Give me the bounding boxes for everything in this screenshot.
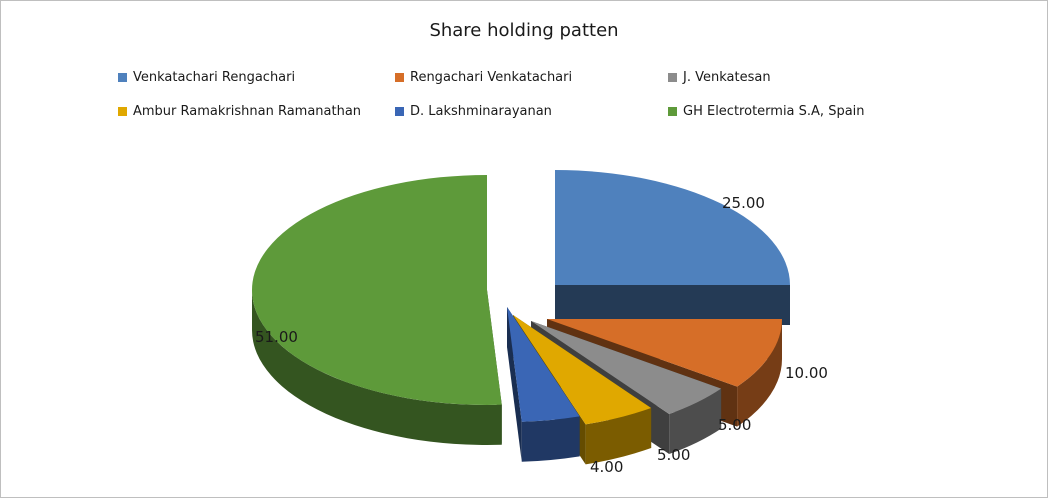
- data-label: 10.00: [785, 364, 828, 382]
- chart-title: Share holding patten: [429, 20, 619, 41]
- legend-item: Venkatachari Rengachari: [118, 70, 295, 85]
- legend-label: Venkatachari Rengachari: [133, 70, 296, 85]
- legend-item: GH Electrotermia S.A, Spain: [668, 104, 865, 119]
- legend-label: D. Lakshminarayanan: [410, 104, 552, 119]
- pie-slice: [513, 315, 652, 425]
- data-label: 25.00: [722, 194, 765, 212]
- pie-slice-wall: [737, 319, 782, 427]
- pie-slice: [507, 307, 580, 422]
- legend-label: J. Venkatesan: [683, 70, 771, 85]
- pie-slice-wall: [252, 290, 502, 445]
- pie-slice: [555, 170, 790, 285]
- data-label: 5.00: [718, 416, 751, 434]
- data-label: 4.00: [590, 458, 623, 476]
- legend-label: Ambur Ramakrishnan Ramanathan: [133, 104, 362, 119]
- data-label: 5.00: [657, 446, 690, 464]
- legend-swatch: [668, 107, 677, 116]
- pie-slice: [531, 321, 722, 415]
- pie-slice: [547, 319, 782, 387]
- legend-swatch: [395, 107, 404, 116]
- pie-slice-wall: [521, 416, 580, 462]
- legend-label: Rengachari Venkatachari: [410, 70, 573, 85]
- legend-swatch: [395, 73, 404, 82]
- pie-slice-side: [555, 285, 790, 325]
- pie-slice-side: [507, 307, 522, 462]
- legend-swatch: [118, 107, 127, 116]
- data-label: 51.00: [255, 328, 298, 346]
- legend-item: J. Venkatesan: [668, 70, 771, 85]
- legend-item: D. Lakshminarayanan: [395, 104, 552, 119]
- pie-slice-wall: [585, 408, 652, 465]
- legend-swatch: [118, 73, 127, 82]
- legend-item: Ambur Ramakrishnan Ramanathan: [118, 104, 361, 119]
- legend-swatch: [668, 73, 677, 82]
- legend-label: GH Electrotermia S.A, Spain: [683, 104, 865, 119]
- legend-item: Rengachari Venkatachari: [395, 70, 572, 85]
- pie-slice: [251, 175, 502, 405]
- pie-slice-wall: [669, 388, 722, 455]
